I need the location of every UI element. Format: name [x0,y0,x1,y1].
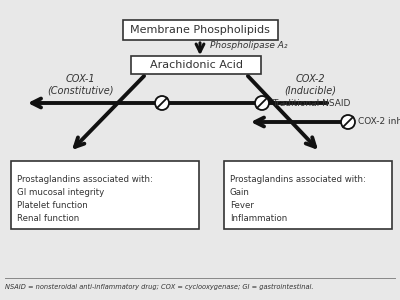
Circle shape [255,96,269,110]
Text: Arachidonic Acid: Arachidonic Acid [150,60,242,70]
Text: Phospholipase A₂: Phospholipase A₂ [210,40,288,50]
Text: NSAID = nonsteroidal anti-inflammatory drug; COX = cyclooxygenase; GI = gastroin: NSAID = nonsteroidal anti-inflammatory d… [5,284,314,290]
Text: Prostaglandins associated with:: Prostaglandins associated with: [17,175,153,184]
Text: Membrane Phospholipids: Membrane Phospholipids [130,25,270,35]
Bar [224,161,392,229]
Text: GI mucosal integrity: GI mucosal integrity [17,188,104,197]
Text: COX-2 inhibitor: COX-2 inhibitor [358,118,400,127]
Bar [131,56,261,74]
Bar [122,20,278,40]
Text: COX-1
(Constitutive): COX-1 (Constitutive) [47,74,113,96]
Text: Inflammation: Inflammation [230,214,287,223]
Circle shape [155,96,169,110]
Bar [11,161,199,229]
Text: Renal function: Renal function [17,214,79,223]
Circle shape [341,115,355,129]
Text: Platelet function: Platelet function [17,201,88,210]
Text: Gain: Gain [230,188,250,197]
Text: COX-2
(Inducible): COX-2 (Inducible) [284,74,336,96]
Text: Fever: Fever [230,201,254,210]
Text: Traditional NSAID: Traditional NSAID [272,98,350,107]
Text: Prostaglandins associated with:: Prostaglandins associated with: [230,175,366,184]
